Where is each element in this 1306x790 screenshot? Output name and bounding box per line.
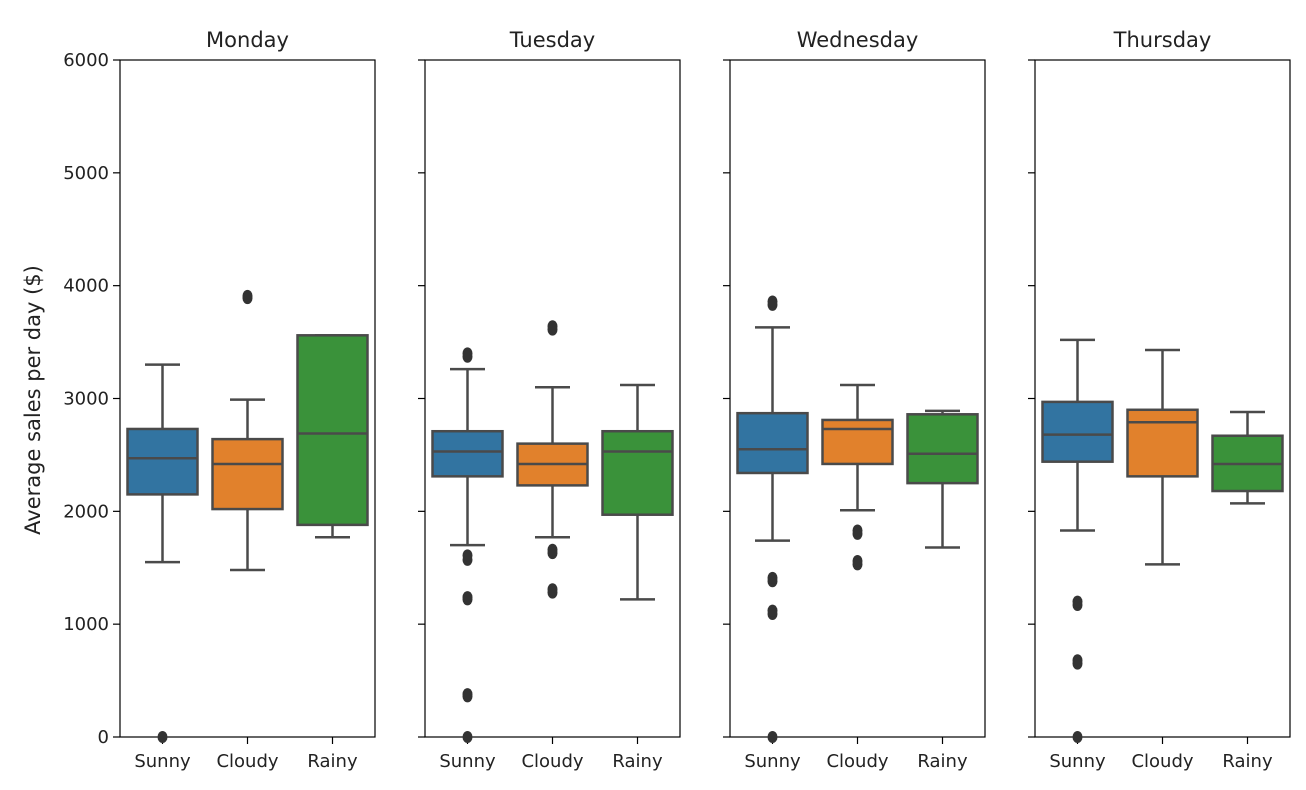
y-tick-label-5: 5000 — [63, 163, 109, 184]
outlier-tuesday-sunny-8 — [462, 731, 473, 743]
x-tick-label-monday-rainy: Rainy — [307, 751, 358, 772]
outlier-tuesday-sunny-7 — [462, 688, 473, 701]
outlier-tuesday-cloudy-1 — [547, 320, 558, 333]
outlier-wednesday-sunny-3 — [767, 571, 778, 584]
y-tick-label-4: 4000 — [63, 276, 109, 297]
outlier-tuesday-sunny-3 — [462, 549, 473, 562]
x-tick-label-wednesday-cloudy: Cloudy — [826, 751, 888, 772]
x-tick-label-monday-sunny: Sunny — [134, 751, 191, 772]
outlier-wednesday-sunny-5 — [767, 604, 778, 617]
box-thursday-cloudy — [1126, 408, 1199, 478]
outlier-tuesday-sunny-1 — [462, 347, 473, 360]
x-tick-label-tuesday-cloudy: Cloudy — [521, 751, 583, 772]
box-tuesday-sunny — [431, 429, 504, 478]
x-tick-label-monday-cloudy: Cloudy — [216, 751, 278, 772]
outlier-wednesday-cloudy-3 — [852, 554, 863, 567]
x-tick-label-thursday-cloudy: Cloudy — [1131, 751, 1193, 772]
outlier-wednesday-sunny-6 — [767, 731, 778, 743]
x-tick-label-wednesday-sunny: Sunny — [744, 751, 801, 772]
outlier-monday-cloudy-1 — [242, 289, 253, 302]
y-tick-label-1: 1000 — [63, 614, 109, 635]
box-wednesday-sunny — [736, 411, 809, 475]
box-thursday-sunny — [1041, 400, 1114, 463]
outlier-tuesday-cloudy-3 — [547, 543, 558, 556]
box-monday-rainy — [296, 334, 369, 527]
y-axis-label: Average sales per day ($) — [21, 265, 45, 535]
outlier-wednesday-sunny-1 — [767, 295, 778, 308]
x-tick-label-thursday-rainy: Rainy — [1222, 751, 1273, 772]
y-tick-label-6: 6000 — [63, 50, 109, 71]
x-tick-label-thursday-sunny: Sunny — [1049, 751, 1106, 772]
y-tick-label-2: 2000 — [63, 501, 109, 522]
box-monday-sunny — [126, 427, 199, 496]
outlier-tuesday-cloudy-5 — [547, 583, 558, 596]
panel-title-monday: Monday — [206, 28, 289, 52]
box-tuesday-rainy — [601, 429, 674, 516]
outlier-thursday-sunny-4 — [1072, 731, 1083, 743]
panel-title-tuesday: Tuesday — [509, 28, 595, 52]
outlier-tuesday-sunny-5 — [462, 591, 473, 604]
x-tick-label-wednesday-rainy: Rainy — [917, 751, 968, 772]
outlier-thursday-sunny-1 — [1072, 595, 1083, 608]
panel-title-wednesday: Wednesday — [797, 28, 919, 52]
box-monday-cloudy — [211, 437, 284, 511]
outlier-wednesday-cloudy-1 — [852, 524, 863, 537]
x-tick-label-tuesday-sunny: Sunny — [439, 751, 496, 772]
box-wednesday-rainy — [906, 413, 979, 485]
box-wednesday-cloudy — [821, 418, 894, 466]
outlier-thursday-sunny-3 — [1072, 654, 1083, 667]
y-tick-label-3: 3000 — [63, 389, 109, 410]
y-tick-label-0: 0 — [98, 727, 109, 748]
outlier-monday-sunny-0 — [157, 731, 168, 743]
x-tick-label-tuesday-rainy: Rainy — [612, 751, 663, 772]
panel-title-thursday: Thursday — [1113, 28, 1212, 52]
